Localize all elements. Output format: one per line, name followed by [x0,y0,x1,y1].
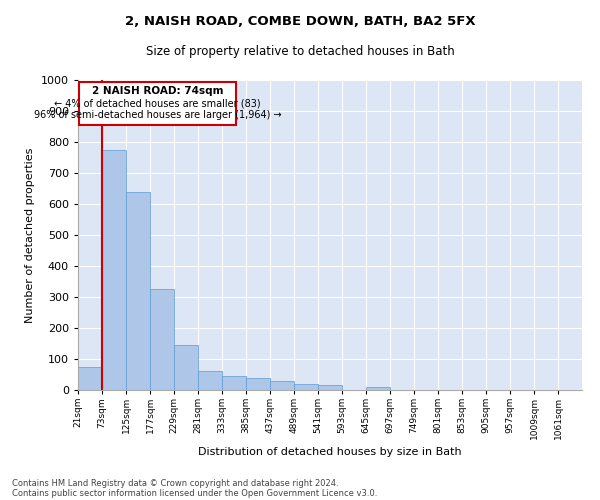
Text: 2 NAISH ROAD: 74sqm: 2 NAISH ROAD: 74sqm [92,86,223,96]
Bar [270,380,294,390]
Bar [79,82,236,125]
Bar [294,384,318,390]
Bar [78,367,102,390]
Text: Size of property relative to detached houses in Bath: Size of property relative to detached ho… [146,45,454,58]
Bar [198,372,222,390]
Bar [366,387,390,390]
Text: Contains HM Land Registry data © Crown copyright and database right 2024.: Contains HM Land Registry data © Crown c… [12,478,338,488]
Y-axis label: Number of detached properties: Number of detached properties [25,148,35,322]
Bar [222,376,246,390]
Bar [126,192,150,390]
Text: ← 4% of detached houses are smaller (83): ← 4% of detached houses are smaller (83) [54,98,260,108]
Bar [174,345,198,390]
Bar [150,289,174,390]
Text: 2, NAISH ROAD, COMBE DOWN, BATH, BA2 5FX: 2, NAISH ROAD, COMBE DOWN, BATH, BA2 5FX [125,15,475,28]
Bar [246,378,270,390]
X-axis label: Distribution of detached houses by size in Bath: Distribution of detached houses by size … [198,448,462,458]
Bar [102,150,126,390]
Text: 96% of semi-detached houses are larger (1,964) →: 96% of semi-detached houses are larger (… [34,110,281,120]
Text: Contains public sector information licensed under the Open Government Licence v3: Contains public sector information licen… [12,488,377,498]
Bar [318,386,342,390]
